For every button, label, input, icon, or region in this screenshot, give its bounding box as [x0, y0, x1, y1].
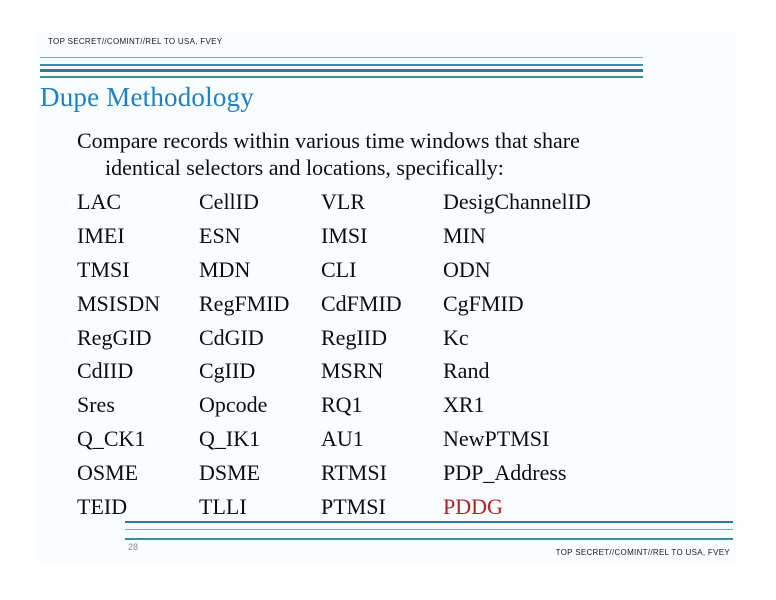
grid-row: CdIID CgIID MSRN Rand: [77, 354, 591, 388]
grid-cell: CdIID: [77, 358, 134, 384]
grid-cell: MSRN: [321, 358, 384, 384]
intro-text: Compare records within various time wind…: [77, 127, 580, 181]
grid-row: TMSI MDN CLI ODN: [77, 253, 591, 287]
slide: TOP SECRET//COMINT//REL TO USA, FVEY Dup…: [35, 33, 737, 562]
grid-cell: TEID: [77, 494, 128, 520]
grid-row: LAC CellID VLR DesigChannelID: [77, 185, 591, 219]
grid-cell: IMSI: [321, 222, 368, 248]
grid-row: RegGID CdGID RegIID Kc: [77, 321, 591, 355]
grid-cell: CgFMID: [443, 290, 524, 316]
divider-line: [125, 538, 733, 540]
grid-cell: OSME: [77, 460, 139, 486]
grid-cell: TMSI: [77, 256, 130, 282]
grid-cell: CLI: [321, 256, 357, 282]
divider-line: [40, 69, 643, 72]
grid-cell: CdFMID: [321, 290, 402, 316]
grid-cell: RegGID: [77, 324, 152, 350]
grid-cell: TLLI: [199, 494, 247, 520]
grid-cell: CellID: [199, 189, 259, 214]
grid-cell: Opcode: [199, 392, 268, 418]
page-number: 28: [128, 542, 139, 552]
grid-cell: XR1: [443, 392, 485, 418]
grid-cell: PDP_Address: [443, 460, 567, 486]
grid-row: Q_CK1 Q_IK1 AU1 NewPTMSI: [77, 422, 591, 456]
page-title: Dupe Methodology: [40, 82, 254, 112]
grid-row: IMEI ESN IMSI MIN: [77, 219, 591, 253]
divider-line: [40, 64, 643, 66]
grid-cell: CdGID: [199, 324, 264, 350]
intro-line-2: identical selectors and locations, speci…: [105, 155, 504, 180]
divider-line: [125, 529, 733, 530]
grid-cell: NewPTMSI: [443, 426, 550, 452]
grid-row: MSISDN RegFMID CdFMID CgFMID: [77, 287, 591, 321]
grid-row: Sres Opcode RQ1 XR1: [77, 388, 591, 422]
intro-line-1: Compare records within various time wind…: [77, 128, 580, 153]
divider-line: [125, 521, 733, 523]
divider-line: [40, 57, 643, 58]
grid-cell: Kc: [443, 324, 469, 350]
divider-line: [40, 76, 643, 78]
grid-row: OSME DSME RTMSI PDP_Address: [77, 456, 591, 490]
grid-cell: Q_IK1: [199, 426, 261, 452]
grid-cell: PTMSI: [321, 494, 386, 520]
grid-row: TEID TLLI PTMSI PDDG: [77, 490, 591, 524]
grid-cell: IMEI: [77, 222, 125, 248]
grid-cell: RegIID: [321, 324, 387, 350]
footer-classification: TOP SECRET//COMINT//REL TO USA, FVEY: [555, 548, 730, 557]
grid-cell: Q_CK1: [77, 426, 146, 452]
grid-cell: ODN: [443, 256, 491, 282]
grid-cell: RTMSI: [321, 460, 387, 486]
grid-cell: RegFMID: [199, 290, 290, 316]
grid-cell: LAC: [77, 189, 121, 214]
grid-cell: AU1: [321, 426, 364, 452]
grid-cell: MDN: [199, 256, 251, 282]
grid-cell: CgIID: [199, 358, 256, 384]
grid-cell: Sres: [77, 392, 115, 418]
grid-cell: RQ1: [321, 392, 363, 418]
grid-cell: Rand: [443, 358, 490, 384]
grid-cell: MSISDN: [77, 290, 161, 316]
grid-cell: MIN: [443, 222, 486, 248]
grid-cell: DesigChannelID: [443, 189, 591, 214]
selector-grid: LAC CellID VLR DesigChannelID IMEI ESN IMSI MIN…: [77, 185, 591, 524]
header-classification: TOP SECRET//COMINT//REL TO USA, FVEY: [48, 37, 223, 46]
grid-cell: PDDG: [443, 494, 503, 520]
grid-cell: VLR: [321, 189, 365, 214]
grid-cell: ESN: [199, 222, 241, 248]
grid-cell: DSME: [199, 460, 261, 486]
